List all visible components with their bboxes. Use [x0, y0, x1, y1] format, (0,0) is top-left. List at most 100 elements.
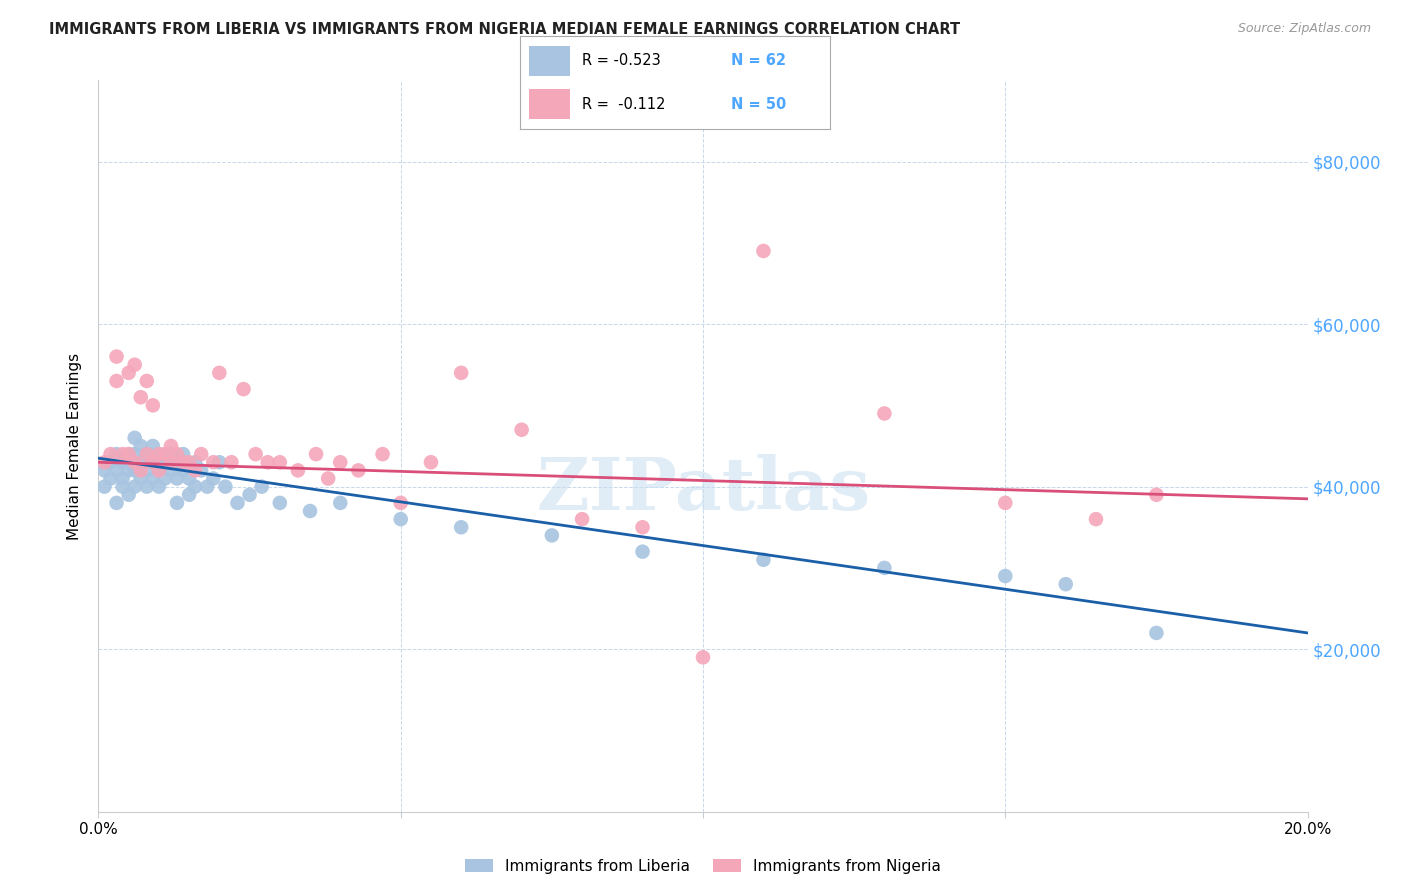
Point	[111, 455, 134, 469]
Point	[184, 455, 207, 469]
Point	[111, 471, 134, 485]
Point	[221, 455, 243, 469]
Text: R =  -0.112: R = -0.112	[582, 96, 665, 112]
Point	[135, 447, 157, 461]
Point	[118, 447, 141, 461]
Point	[994, 569, 1017, 583]
Point	[124, 455, 146, 469]
Point	[111, 447, 134, 461]
Point	[692, 650, 714, 665]
Point	[172, 455, 194, 469]
Point	[184, 463, 207, 477]
Point	[190, 447, 212, 461]
Point	[287, 463, 309, 477]
Point	[269, 496, 291, 510]
Point	[631, 520, 654, 534]
Point	[994, 496, 1017, 510]
Text: Source: ZipAtlas.com: Source: ZipAtlas.com	[1237, 22, 1371, 36]
Point	[299, 504, 322, 518]
Point	[1144, 488, 1167, 502]
Point	[752, 553, 775, 567]
Point	[305, 447, 328, 461]
Point	[160, 447, 183, 461]
Point	[100, 447, 122, 461]
Y-axis label: Median Female Earnings: Median Female Earnings	[67, 352, 83, 540]
Point	[129, 439, 152, 453]
Point	[172, 463, 194, 477]
Point	[142, 471, 165, 485]
Point	[160, 455, 183, 469]
Point	[129, 455, 152, 469]
Point	[166, 496, 188, 510]
Point	[129, 463, 152, 477]
Point	[371, 447, 394, 461]
Point	[153, 455, 176, 469]
Point	[172, 447, 194, 461]
Point	[166, 447, 188, 461]
Point	[100, 471, 122, 485]
Point	[232, 382, 254, 396]
Point	[166, 455, 188, 469]
Point	[179, 488, 201, 502]
Point	[256, 455, 278, 469]
Point	[1144, 626, 1167, 640]
Point	[1054, 577, 1077, 591]
Point	[148, 447, 170, 461]
Point	[124, 480, 146, 494]
Point	[135, 480, 157, 494]
Point	[329, 496, 352, 510]
Point	[118, 463, 141, 477]
Point	[208, 455, 231, 469]
Point	[160, 463, 183, 477]
Point	[160, 439, 183, 453]
Point	[208, 366, 231, 380]
Point	[631, 544, 654, 558]
Point	[135, 463, 157, 477]
Point	[135, 447, 157, 461]
Text: IMMIGRANTS FROM LIBERIA VS IMMIGRANTS FROM NIGERIA MEDIAN FEMALE EARNINGS CORREL: IMMIGRANTS FROM LIBERIA VS IMMIGRANTS FR…	[49, 22, 960, 37]
Point	[269, 455, 291, 469]
Point	[142, 455, 165, 469]
Text: N = 50: N = 50	[731, 96, 786, 112]
Point	[124, 431, 146, 445]
Point	[420, 455, 443, 469]
Point	[148, 447, 170, 461]
Point	[450, 520, 472, 534]
Point	[93, 480, 115, 494]
Text: N = 62: N = 62	[731, 54, 786, 69]
Point	[129, 471, 152, 485]
Point	[166, 471, 188, 485]
Point	[510, 423, 533, 437]
Point	[148, 463, 170, 477]
Point	[129, 390, 152, 404]
Point	[124, 358, 146, 372]
Point	[153, 447, 176, 461]
Point	[329, 455, 352, 469]
Point	[347, 463, 370, 477]
Point	[105, 350, 128, 364]
Point	[316, 471, 339, 485]
Point	[245, 447, 267, 461]
Point	[214, 480, 236, 494]
Point	[93, 463, 115, 477]
Point	[571, 512, 593, 526]
Point	[105, 496, 128, 510]
Point	[226, 496, 249, 510]
Point	[239, 488, 262, 502]
Point	[118, 447, 141, 461]
Point	[153, 471, 176, 485]
Point	[450, 366, 472, 380]
Point	[118, 366, 141, 380]
Point	[105, 374, 128, 388]
Point	[148, 480, 170, 494]
Point	[142, 398, 165, 412]
Point	[105, 447, 128, 461]
Point	[124, 447, 146, 461]
Point	[93, 455, 115, 469]
Point	[148, 463, 170, 477]
Point	[142, 439, 165, 453]
Point	[195, 480, 218, 494]
Point	[873, 407, 896, 421]
Point	[105, 463, 128, 477]
Point	[1085, 512, 1108, 526]
